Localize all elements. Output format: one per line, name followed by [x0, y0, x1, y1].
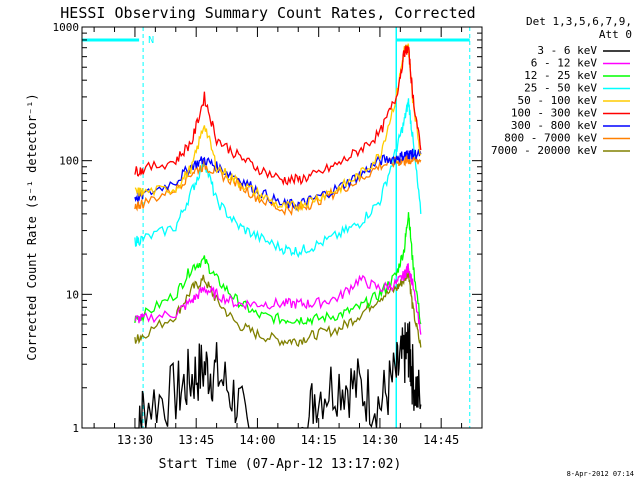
x-tick-label: 14:30 [362, 433, 398, 447]
axes: 1 10 100 1000 13:30 13:45 14:00 14:15 14:30 14:45 [53, 21, 483, 447]
x-tick-label: 13:45 [178, 433, 214, 447]
series-line-100-300-kev [134, 44, 422, 186]
x-tick-label: 14:00 [239, 433, 275, 447]
legend-label: 25 - 50 keV [524, 82, 597, 95]
series-line-6-12-kev [134, 263, 422, 335]
plot-frame [81, 26, 483, 429]
legend-label: 6 - 12 keV [531, 57, 598, 70]
legend-label: 800 - 7000 keV [504, 132, 597, 145]
series-line-12-25-kev [134, 212, 422, 327]
y-tick-label: 1 [72, 422, 79, 435]
night-marker-label: N [148, 35, 154, 46]
y-tick-label: 10 [66, 288, 79, 301]
x-axis-label: Start Time (07-Apr-12 13:17:02) [159, 457, 402, 472]
y-tick-label: 100 [59, 155, 79, 168]
series-line-25-50-kev [134, 98, 422, 259]
legend-title-line-1: Det 1,3,5,6,7,9, [526, 15, 632, 28]
legend-label: 3 - 6 keV [537, 44, 597, 57]
legend-label: 100 - 300 keV [511, 107, 597, 120]
y-tick-label: 1000 [53, 21, 80, 34]
legend-title-line-2: Att 0 [599, 28, 632, 41]
series-line-50-100-kev [134, 42, 422, 213]
legend-label: 12 - 25 keV [524, 69, 597, 82]
y-axis-label-group: Corrected Count Rate (s⁻¹ detector⁻¹) [25, 93, 39, 360]
y-axis-label: Corrected Count Rate (s⁻¹ detector⁻¹) [25, 93, 39, 360]
chart-title: HESSI Observing Summary Count Rates, Cor… [60, 4, 475, 22]
legend-label: 50 - 100 keV [518, 94, 598, 107]
x-tick-label: 13:30 [117, 433, 153, 447]
x-tick-label: 14:15 [301, 433, 337, 447]
legend-label: 300 - 800 keV [511, 119, 597, 132]
legend-label: 7000 - 20000 keV [491, 144, 597, 157]
x-tick-label: 14:45 [423, 433, 459, 447]
footer-date: 8-Apr-2012 07:14 [567, 470, 634, 478]
